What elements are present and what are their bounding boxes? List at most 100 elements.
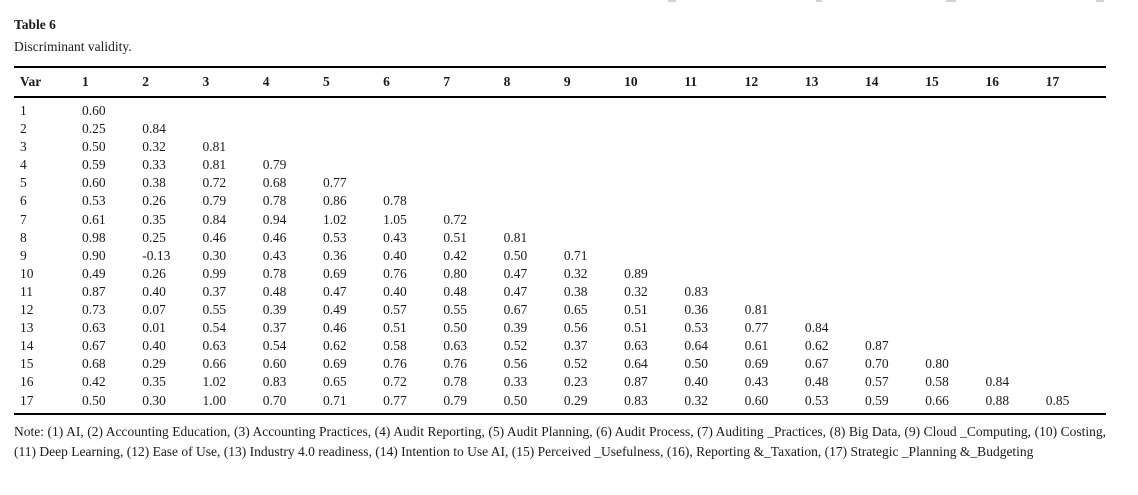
correlation-cell: 0.63: [443, 338, 468, 354]
row-header: 4: [20, 157, 27, 173]
empty-cell: [745, 211, 805, 229]
empty-cell: [865, 192, 925, 210]
correlation-cell: 0.80: [443, 265, 468, 281]
empty-cell: [1046, 283, 1106, 301]
empty-cell: [323, 156, 383, 174]
empty-cell: [745, 229, 805, 247]
empty-cell: [805, 138, 865, 156]
empty-cell: [564, 120, 624, 138]
empty-cell: [865, 319, 925, 337]
column-header: 15: [925, 67, 986, 98]
empty-cell: [1046, 97, 1106, 120]
row-header: 5: [20, 175, 27, 191]
row-header: 14: [20, 338, 34, 354]
correlation-cell: 0.64: [684, 338, 708, 354]
empty-cell: [624, 229, 684, 247]
empty-cell: [504, 138, 564, 156]
empty-cell: [805, 265, 865, 283]
correlation-cell: 1.02: [322, 211, 347, 227]
correlation-cell: 0.07: [142, 302, 166, 318]
row-header: 11: [20, 283, 33, 299]
correlation-cell: 0.86: [322, 193, 347, 209]
empty-cell: [263, 97, 323, 120]
row-header: 7: [20, 211, 27, 227]
correlation-cell: 0.51: [383, 320, 407, 336]
empty-cell: [865, 211, 925, 229]
correlation-cell: 0.50: [503, 392, 528, 408]
correlation-cell: 0.77: [744, 320, 769, 336]
correlation-cell: 0.81: [744, 302, 769, 318]
table-caption: Discriminant validity.: [14, 39, 132, 54]
empty-cell: [865, 247, 925, 265]
discriminant-validity-table: Var 1 2 3 4 5 6 7 8 9 10 11 12 13 14 15 16 17 1 0.60 2 0.25 0…: [14, 66, 1106, 415]
empty-cell: [805, 283, 865, 301]
correlation-cell: 0.55: [443, 302, 468, 318]
correlation-cell: 0.60: [82, 103, 106, 118]
empty-cell: [684, 192, 744, 210]
empty-cell: [443, 138, 503, 156]
correlation-cell: 0.32: [684, 392, 708, 408]
correlation-cell: 0.43: [262, 247, 287, 263]
row-header: 6: [20, 193, 27, 209]
correlation-cell: 1.05: [383, 211, 407, 227]
table-row: 17 0.50 0.30 1.00 0.70 0.71 0.77 0.79 0.50 0.29 0.…: [14, 392, 1106, 414]
empty-cell: [564, 192, 624, 210]
empty-cell: [624, 156, 684, 174]
correlation-cell: 0.49: [82, 265, 106, 281]
empty-cell: [745, 265, 805, 283]
correlation-cell: 0.84: [804, 320, 829, 336]
correlation-cell: 0.25: [142, 229, 166, 245]
correlation-cell: 0.70: [865, 356, 889, 372]
correlation-cell: 0.25: [82, 121, 106, 137]
column-header: 11: [684, 67, 745, 98]
correlation-cell: 0.83: [624, 392, 648, 408]
empty-cell: [925, 247, 985, 265]
column-header: 3: [202, 67, 263, 98]
row-header: 12: [20, 302, 34, 318]
empty-cell: [684, 247, 744, 265]
correlation-cell: 0.81: [503, 229, 528, 245]
correlation-cell: 0.43: [383, 229, 407, 245]
row-header: 13: [20, 320, 34, 336]
empty-cell: [263, 138, 323, 156]
table-note: Note: (1) AI, (2) Accounting Education, …: [14, 423, 1106, 459]
empty-cell: [263, 120, 323, 138]
correlation-cell: 0.62: [804, 338, 829, 354]
column-header: 1: [82, 67, 143, 98]
correlation-cell: 0.63: [82, 320, 106, 336]
empty-cell: [564, 138, 624, 156]
correlation-cell: 0.99: [202, 265, 227, 281]
empty-cell: [202, 97, 262, 120]
correlation-cell: 0.53: [82, 193, 106, 209]
empty-cell: [443, 192, 503, 210]
correlation-cell: 0.54: [202, 320, 227, 336]
empty-cell: [925, 120, 985, 138]
correlation-cell: 0.46: [262, 229, 287, 245]
correlation-cell: 0.76: [383, 356, 407, 372]
empty-cell: [805, 174, 865, 192]
table-block: Table 6 Discriminant validity. Var 1 2 3 4 5 6…: [14, 16, 1106, 462]
column-header: 9: [563, 67, 625, 98]
table-row: 5 0.60 0.38 0.72 0.68 0.77: [14, 174, 1106, 192]
column-header: 2: [142, 67, 203, 98]
empty-cell: [986, 120, 1046, 138]
table-row: 9 0.90 -0.13 0.30 0.43 0.36 0.40 0.42 0.50 0.71: [14, 247, 1106, 265]
empty-cell: [202, 120, 262, 138]
correlation-cell: 0.37: [202, 283, 227, 299]
table-row: 15 0.68 0.29 0.66 0.60 0.69 0.76 0.76 0.56 0.52 0.…: [14, 355, 1106, 373]
correlation-cell: 0.46: [202, 229, 227, 245]
correlation-cell: 0.32: [142, 139, 166, 155]
column-header: 6: [383, 67, 444, 98]
correlation-cell: 0.69: [322, 356, 347, 372]
correlation-cell: 0.32: [624, 283, 648, 299]
empty-cell: [805, 156, 865, 174]
correlation-cell: 0.55: [202, 302, 227, 318]
correlation-cell: 0.67: [503, 302, 528, 318]
row-header: 15: [20, 356, 34, 372]
correlation-cell: 0.49: [322, 302, 347, 318]
correlation-cell: 0.71: [563, 247, 588, 263]
correlation-cell: 0.85: [1045, 392, 1070, 408]
correlation-cell: 0.60: [82, 175, 106, 191]
empty-cell: [1046, 337, 1106, 355]
correlation-cell: 0.63: [624, 338, 648, 354]
